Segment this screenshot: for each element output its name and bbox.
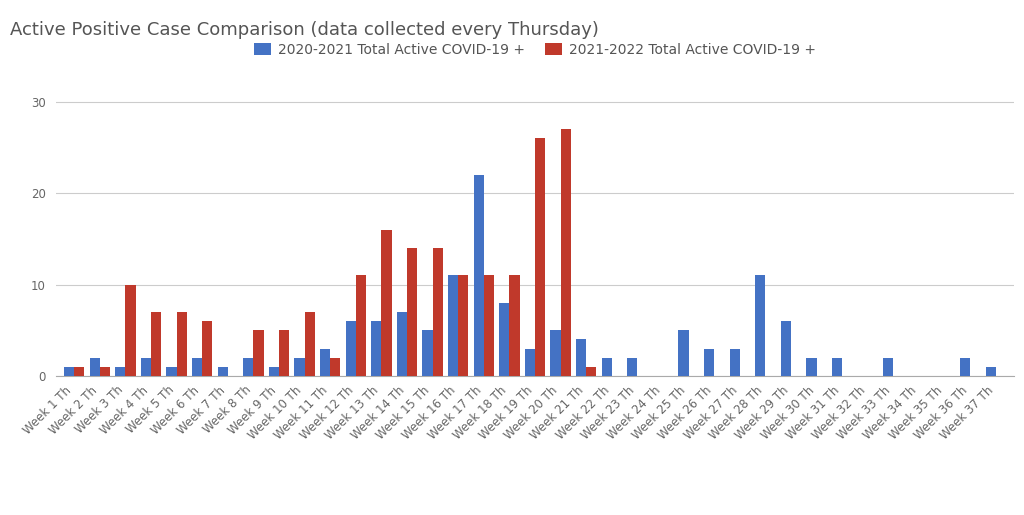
Bar	[99, 367, 110, 376]
Bar	[550, 330, 560, 376]
Bar	[627, 358, 637, 376]
Bar	[985, 367, 995, 376]
Bar	[729, 349, 739, 376]
Bar	[381, 230, 391, 376]
Bar	[524, 349, 535, 376]
Bar	[678, 330, 688, 376]
Bar	[432, 248, 442, 376]
Bar	[151, 312, 161, 376]
Bar	[243, 358, 253, 376]
Bar	[166, 367, 176, 376]
Legend: 2020-2021 Total Active COVID-19 +, 2021-2022 Total Active COVID-19 +: 2020-2021 Total Active COVID-19 +, 2021-…	[249, 37, 821, 62]
Bar	[295, 358, 305, 376]
Bar	[176, 312, 186, 376]
Bar	[217, 367, 227, 376]
Bar	[345, 321, 356, 376]
Bar	[90, 358, 99, 376]
Bar	[959, 358, 970, 376]
Bar	[458, 276, 468, 376]
Bar	[560, 129, 570, 376]
Bar	[473, 175, 483, 376]
Bar	[191, 358, 202, 376]
Bar	[74, 367, 84, 376]
Bar	[883, 358, 893, 376]
Bar	[330, 358, 340, 376]
Bar	[806, 358, 816, 376]
Bar	[268, 367, 279, 376]
Bar	[355, 276, 366, 376]
Bar	[499, 303, 509, 376]
Bar	[831, 358, 842, 376]
Bar	[422, 330, 432, 376]
Text: Active Positive Case Comparison (data collected every Thursday): Active Positive Case Comparison (data co…	[10, 21, 599, 39]
Bar	[780, 321, 791, 376]
Bar	[755, 276, 765, 376]
Bar	[202, 321, 212, 376]
Bar	[115, 367, 125, 376]
Bar	[586, 367, 596, 376]
Bar	[125, 285, 135, 376]
Bar	[575, 339, 586, 376]
Bar	[279, 330, 289, 376]
Bar	[319, 349, 330, 376]
Bar	[483, 276, 494, 376]
Bar	[601, 358, 611, 376]
Bar	[371, 321, 381, 376]
Bar	[396, 312, 407, 376]
Bar	[140, 358, 151, 376]
Bar	[703, 349, 714, 376]
Bar	[304, 312, 314, 376]
Bar	[63, 367, 74, 376]
Bar	[509, 276, 519, 376]
Bar	[535, 139, 545, 376]
Bar	[447, 276, 458, 376]
Bar	[407, 248, 418, 376]
Bar	[253, 330, 263, 376]
